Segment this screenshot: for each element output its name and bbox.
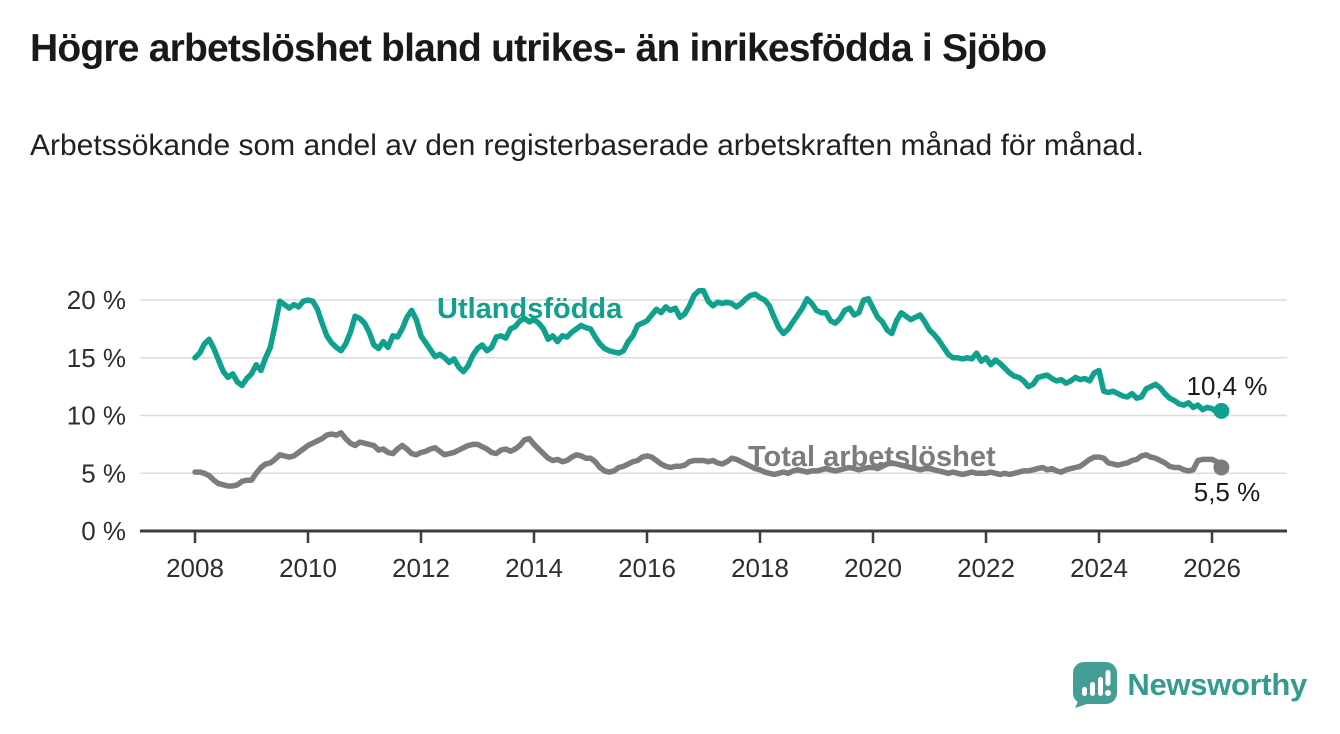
x-axis-tick-label: 2026 (1183, 553, 1241, 583)
series-end-dot-total (1213, 459, 1230, 476)
bar-chart-icon (1082, 677, 1104, 696)
series-end-value-utlandsfodda: 10,4 % (1187, 371, 1268, 401)
series-end-value-total: 5,5 % (1194, 477, 1261, 507)
newsworthy-wordmark: Newsworthy (1127, 667, 1307, 702)
x-axis-tick-label: 2024 (1070, 553, 1128, 583)
series-label-utlandsfodda: Utlandsfödda (437, 293, 623, 325)
series-label-total: Total arbetslöshet (748, 441, 996, 473)
newsworthy-logo-icon (1073, 662, 1118, 708)
page-title: Högre arbetslöshet bland utrikes- än inr… (30, 27, 1047, 70)
x-axis-tick-label: 2020 (844, 553, 902, 583)
x-axis-tick-label: 2012 (392, 553, 450, 583)
y-axis-tick-label: 5 % (81, 458, 126, 488)
y-axis-tick-label: 15 % (67, 343, 126, 373)
newsworthy-logo: Newsworthy (1073, 662, 1307, 708)
x-axis-tick-label: 2008 (166, 553, 224, 583)
x-axis-tick-label: 2022 (957, 553, 1015, 583)
exclamation-mark-icon (1105, 670, 1112, 696)
x-axis-tick-label: 2010 (279, 553, 337, 583)
x-axis-tick-label: 2014 (505, 553, 563, 583)
x-axis-tick-label: 2018 (731, 553, 789, 583)
series-end-dot-utlandsfodda (1213, 402, 1230, 419)
y-axis-tick-label: 0 % (81, 516, 126, 546)
y-axis-tick-label: 20 % (67, 285, 126, 315)
chart-subtitle: Arbetssökande som andel av den registerb… (30, 129, 1144, 162)
series-line-utlandsfodda (192, 288, 1225, 415)
series-line-total (192, 430, 1225, 489)
logo-bubble-tail (1075, 699, 1091, 708)
y-axis-tick-label: 10 % (67, 401, 126, 431)
x-axis-tick-label: 2016 (618, 553, 676, 583)
